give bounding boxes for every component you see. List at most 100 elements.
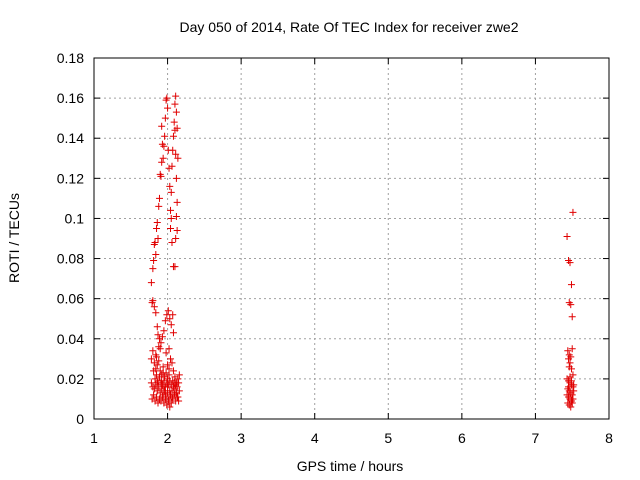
y-tick-label: 0.04 [57, 331, 84, 347]
data-point [172, 92, 180, 100]
x-axis-title: GPS time / hours [297, 458, 404, 474]
data-point [167, 214, 175, 222]
data-point [171, 263, 179, 271]
data-point [155, 202, 163, 210]
data-point [149, 297, 157, 305]
x-tick-labels: 1 2 3 4 5 6 7 8 [90, 430, 613, 446]
data-point [147, 279, 155, 287]
data-point [169, 132, 177, 140]
data-point [155, 373, 163, 381]
y-tick-label: 0.12 [57, 170, 84, 186]
data-point [154, 235, 162, 242]
data-point [163, 311, 171, 319]
data-point [169, 146, 177, 154]
data-point [167, 355, 175, 363]
y-axis-title: ROTI / TECUs [6, 193, 22, 283]
data-point [175, 397, 183, 405]
data-point [157, 339, 165, 347]
data-point [155, 357, 163, 365]
data-point [173, 383, 181, 391]
data-point [155, 194, 163, 202]
x-tick-label: 8 [605, 430, 613, 446]
data-point [150, 257, 158, 265]
data-point [169, 311, 177, 319]
data-point [172, 150, 180, 158]
data-point [147, 355, 155, 363]
data-point [164, 361, 172, 369]
data-point [152, 351, 160, 359]
data-point [158, 377, 166, 385]
data-point [567, 301, 575, 309]
y-tick-label: 0.08 [57, 251, 84, 267]
y-tick-label: 0.1 [65, 210, 85, 226]
data-point [166, 182, 174, 190]
data-point [157, 172, 165, 180]
data-point [161, 389, 169, 397]
data-point [566, 359, 574, 367]
data-point [158, 158, 166, 166]
data-point [167, 224, 175, 232]
chart-title: Day 050 of 2014, Rate Of TEC Index for r… [179, 19, 518, 35]
data-point [155, 343, 163, 351]
data-point [565, 363, 573, 371]
data-point [564, 347, 572, 355]
data-point [570, 381, 578, 389]
y-tick-label: 0.14 [57, 130, 84, 146]
data-point [166, 403, 174, 411]
data-point [153, 379, 161, 387]
x-tick-label: 3 [237, 430, 245, 446]
data-point [154, 331, 162, 339]
data-point [168, 162, 176, 170]
data-point [567, 403, 575, 411]
data-point [161, 114, 169, 122]
data-point [150, 367, 158, 375]
data-point [167, 188, 175, 196]
x-tick-label: 4 [311, 430, 319, 446]
data-point [162, 349, 170, 357]
data-point [568, 399, 576, 407]
data-point [570, 387, 578, 395]
data-point [567, 377, 575, 385]
data-point [567, 281, 575, 289]
data-point [168, 239, 176, 247]
data-point [149, 265, 157, 273]
plot-frame [93, 57, 610, 420]
data-point [172, 235, 180, 242]
data-point [172, 174, 180, 182]
y-tick-labels: 0 0.02 0.04 0.06 0.08 0.1 0.12 0.14 0.16 0.18 [57, 50, 84, 427]
data-point [169, 367, 177, 375]
data-point [173, 226, 181, 234]
data-point [165, 371, 173, 379]
data-point [158, 333, 166, 341]
data-points [147, 92, 578, 411]
axis-ticks [93, 57, 610, 420]
data-point [153, 224, 161, 232]
data-point [174, 154, 182, 162]
data-point [159, 369, 167, 377]
data-point [168, 359, 176, 367]
data-point [569, 208, 577, 216]
data-point [164, 104, 172, 112]
y-tick-label: 0.06 [57, 291, 84, 307]
data-point [153, 361, 161, 369]
data-point [172, 212, 180, 220]
data-point [172, 108, 180, 116]
y-tick-label: 0 [76, 411, 84, 427]
data-point [152, 309, 160, 317]
data-point [566, 259, 574, 267]
data-point [166, 315, 174, 323]
data-point [161, 132, 169, 140]
data-point [170, 118, 178, 126]
data-point [569, 395, 577, 403]
data-point [169, 329, 177, 337]
data-point [565, 355, 573, 363]
y-tick-label: 0.18 [57, 50, 84, 66]
data-point [165, 365, 173, 373]
data-point [160, 383, 168, 391]
data-point [166, 387, 174, 395]
data-point [160, 327, 168, 335]
data-point [175, 379, 183, 387]
data-point [163, 94, 171, 102]
